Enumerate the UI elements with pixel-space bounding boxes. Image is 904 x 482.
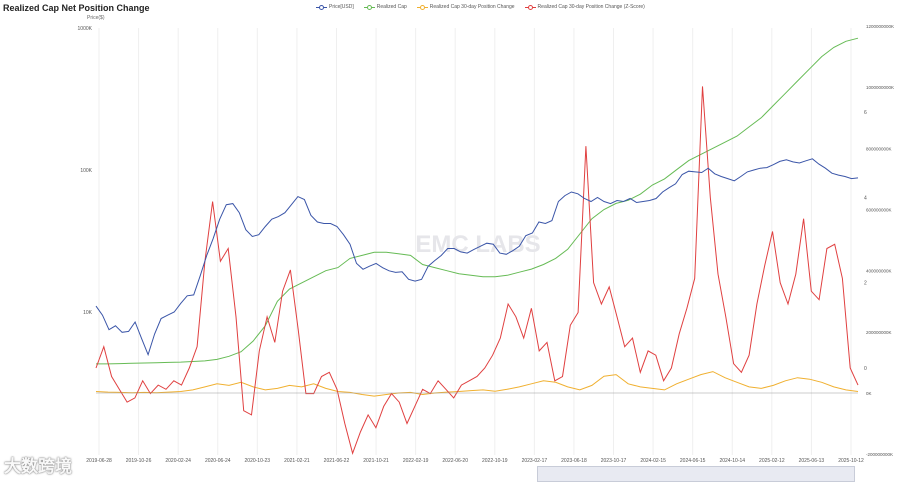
x-tick-label: 2023-10-17 xyxy=(601,458,627,464)
x-tick-label: 2023-06-18 xyxy=(561,458,587,464)
y-left-tick-label: 100K xyxy=(80,168,92,174)
x-tick-label: 2024-10-14 xyxy=(719,458,745,464)
legend-item-price[interactable]: Price[USD] xyxy=(316,4,354,10)
x-tick-label: 2020-06-24 xyxy=(205,458,231,464)
y-right-cap-tick-label: 0K xyxy=(866,391,872,396)
price-axis-unit: Price($) xyxy=(87,15,105,21)
axes-group: 2019-06-28 2019-10-26 2020-02-24 2020-06-24… xyxy=(78,24,895,464)
x-tick-label: 2024-06-15 xyxy=(680,458,706,464)
x-tick-label: 2025-06-13 xyxy=(799,458,825,464)
x-tick-label: 2020-02-24 xyxy=(165,458,191,464)
legend-swatch-price xyxy=(316,4,327,10)
y-right-cap-tick-label: -200000000K xyxy=(866,452,893,457)
legend-swatch-zscore xyxy=(524,4,536,10)
chart-title: Realized Cap Net Position Change xyxy=(3,3,150,13)
corner-logo-watermark: 大数跨境 xyxy=(4,457,72,476)
series-line-zscore xyxy=(95,86,859,455)
legend-label: Price[USD] xyxy=(329,4,354,10)
legend-swatch-30d-change xyxy=(416,4,428,10)
legend-item-30d-change[interactable]: Realized Cap 30-day Position Change xyxy=(416,4,515,10)
x-tick-label: 2024-02-15 xyxy=(640,458,666,464)
legend-label: Realized Cap 30-day Position Change xyxy=(429,4,515,10)
zoom-slider[interactable] xyxy=(537,466,855,482)
y-right-cap-tick-label: 400000000K xyxy=(866,269,892,274)
emc-labs-watermark: EMC LABS xyxy=(415,231,540,258)
y-right-cap-tick-label: 1200000000K xyxy=(866,24,894,29)
series-group xyxy=(95,37,859,455)
y-right-cap-tick-label: 1000000000K xyxy=(866,85,894,90)
legend-label: Realized Cap xyxy=(376,4,407,10)
x-tick-label: 2021-10-21 xyxy=(363,458,389,464)
legend-label: Realized Cap 30-day Position Change (Z-S… xyxy=(537,4,645,10)
series-line-30d-position-change xyxy=(95,371,859,397)
x-tick-label: 2021-02-21 xyxy=(284,458,310,464)
y-left-tick-label: 10K xyxy=(83,310,93,316)
series-line-realized-cap xyxy=(96,37,859,365)
y-right-cap-tick-label: 200000000K xyxy=(866,330,892,335)
y-right-zscore-tick-label: 6 xyxy=(864,110,867,116)
x-tick-label: 2019-06-28 xyxy=(86,458,112,464)
series-line-price xyxy=(95,158,859,357)
legend-swatch-realized-cap xyxy=(363,4,375,10)
x-tick-label: 2022-02-19 xyxy=(403,458,429,464)
legend-item-realized-cap[interactable]: Realized Cap xyxy=(363,4,407,10)
y-right-zscore-tick-label: 4 xyxy=(864,195,867,201)
x-tick-label: 2022-10-19 xyxy=(482,458,508,464)
x-tick-label: 2019-10-26 xyxy=(126,458,152,464)
x-tick-label: 2023-02-17 xyxy=(522,458,548,464)
legend-item-zscore[interactable]: Realized Cap 30-day Position Change (Z-S… xyxy=(524,4,645,10)
y-right-cap-tick-label: 600000000K xyxy=(866,208,892,213)
y-right-zscore-tick-label: 2 xyxy=(864,281,867,287)
y-right-cap-tick-label: 800000000K xyxy=(866,146,892,151)
x-tick-label: 2025-10-12 xyxy=(838,458,864,464)
x-tick-label: 2021-06-22 xyxy=(324,458,350,464)
chart-legend: Price[USD] Realized Cap Realized Cap 30-… xyxy=(316,4,645,10)
y-left-tick-label: 1000K xyxy=(78,26,93,32)
y-right-zscore-tick-label: 0 xyxy=(864,366,867,372)
x-tick-label: 2025-02-12 xyxy=(759,458,785,464)
x-tick-label: 2020-10-23 xyxy=(245,458,271,464)
x-tick-label: 2022-06-20 xyxy=(442,458,468,464)
